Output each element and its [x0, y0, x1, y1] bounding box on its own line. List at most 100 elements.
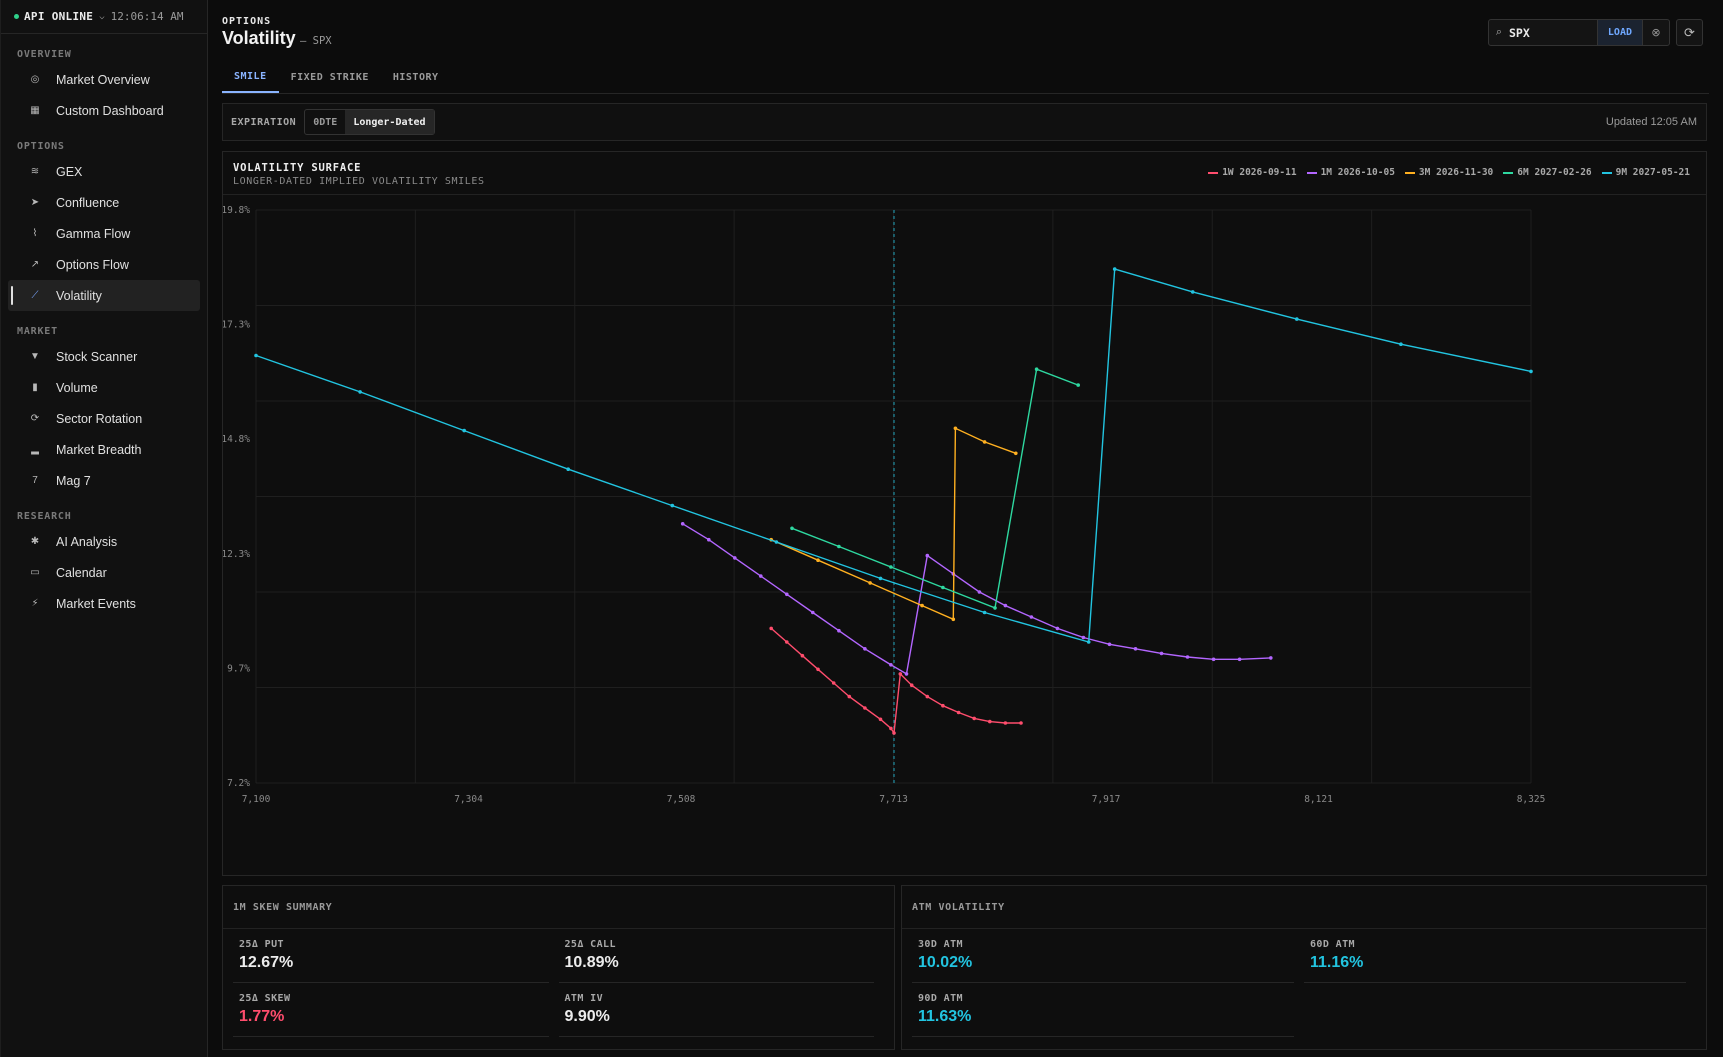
- legend-item[interactable]: 9M 2027-05-21: [1601, 167, 1690, 178]
- y-tick-label: 17.3%: [223, 320, 250, 331]
- sidebar-item-calendar[interactable]: ▭ Calendar: [8, 557, 200, 588]
- sidebar-item-market-overview[interactable]: ◎ Market Overview: [8, 64, 200, 95]
- series-1w-point: [831, 681, 836, 685]
- api-status-label: API ONLINE: [24, 10, 94, 23]
- metric-value: 10.02%: [918, 954, 973, 971]
- x-tick-label: 7,508: [667, 794, 696, 805]
- series-6m-point: [889, 565, 893, 569]
- sidebar-item-volume[interactable]: ▮ Volume: [8, 372, 200, 403]
- metric-label: 60D ATM: [1310, 939, 1355, 950]
- series-1m-point: [904, 672, 909, 676]
- tab-history[interactable]: HISTORY: [392, 72, 439, 83]
- tab-fixed-strike[interactable]: FIXED STRIKE: [290, 72, 369, 83]
- volatility-chart[interactable]: 19.8% 17.3% 14.8% 12.3% 9.7% 7.2% 7,100 7,304 7,…: [223, 195, 1708, 876]
- series-1m-point: [889, 663, 893, 667]
- clock-time: 12:06:14 AM: [110, 10, 184, 23]
- sidebar-item-volatility[interactable]: ⟋ Volatility: [8, 280, 200, 311]
- api-status[interactable]: API ONLINE ⌵ 12:06:14 AM: [1, 0, 207, 34]
- series-9m-point: [462, 428, 466, 433]
- series-1w-point: [878, 717, 883, 722]
- status-dot-icon: [14, 14, 19, 19]
- sidebar-item-market-breadth[interactable]: ▂ Market Breadth: [8, 434, 200, 465]
- sidebar-item-label: Confluence: [56, 195, 120, 210]
- metric-25-call: 25Δ CALL 10.89%: [558, 929, 874, 983]
- series-9m-point: [1112, 267, 1117, 271]
- series-1m-point: [680, 522, 685, 526]
- activity-icon: ⌇: [32, 228, 38, 239]
- nav-section-title: MARKET: [17, 326, 58, 337]
- load-button[interactable]: LOAD: [1596, 20, 1642, 45]
- page-subtitle: — SPX: [300, 35, 332, 47]
- sidebar-item-sector-rotation[interactable]: ⟳ Sector Rotation: [8, 403, 200, 434]
- series-1m-point: [733, 556, 737, 560]
- series-1m-point: [1211, 657, 1216, 662]
- series-9m-point: [254, 353, 258, 358]
- sidebar-item-confluence[interactable]: ➤ Confluence: [8, 187, 200, 218]
- series-1m-point: [863, 647, 867, 651]
- series-9m-point: [878, 576, 883, 581]
- expiration-label: EXPIRATION: [231, 116, 297, 128]
- series-1m-point: [1081, 635, 1086, 640]
- series-9m-point: [566, 467, 570, 472]
- metric-label: 25Δ SKEW: [239, 993, 291, 1004]
- atm-volatility-title: ATM VOLATILITY: [902, 886, 1706, 929]
- bar-chart-icon: ▮: [32, 382, 38, 393]
- grid-icon: ▦: [30, 105, 40, 116]
- filter-icon: ▼: [30, 351, 40, 362]
- metric-value: 1.77%: [239, 1008, 285, 1025]
- chevron-down-icon[interactable]: ⌵: [99, 11, 105, 22]
- series-9m-point: [358, 390, 362, 394]
- legend-item[interactable]: 1M 2026-10-05: [1306, 167, 1395, 178]
- trend-icon: ↗: [30, 259, 40, 270]
- chart-legend: 1W 2026-09-11 1M 2026-10-05 3M 2026-11-30 6…: [1208, 167, 1690, 178]
- series-3m-point: [868, 581, 872, 585]
- series-1w-point: [769, 626, 773, 631]
- sidebar-item-gamma-flow[interactable]: ⌇ Gamma Flow: [8, 218, 200, 249]
- sidebar-item-options-flow[interactable]: ↗ Options Flow: [8, 249, 200, 280]
- nav-section-title: RESEARCH: [17, 511, 72, 522]
- legend-item[interactable]: 3M 2026-11-30: [1404, 167, 1493, 178]
- sidebar-item-label: Sector Rotation: [56, 411, 143, 426]
- metric-atm-iv: ATM IV 9.90%: [558, 983, 874, 1037]
- sidebar-item-label: Custom Dashboard: [56, 103, 164, 118]
- expiration-option-longer-dated[interactable]: Longer-Dated: [345, 110, 434, 134]
- ticker-input[interactable]: SPX: [1509, 25, 1530, 40]
- sidebar-item-stock-scanner[interactable]: ▼ Stock Scanner: [8, 341, 200, 372]
- layers-icon: ≋: [30, 166, 40, 177]
- sidebar-item-custom-dashboard[interactable]: ▦ Custom Dashboard: [8, 95, 200, 126]
- sidebar-item-market-events[interactable]: ⚡ Market Events: [8, 588, 200, 619]
- sidebar: API ONLINE ⌵ 12:06:14 AM OVERVIEW ◎ Market…: [0, 0, 208, 1057]
- series-1w-point: [972, 716, 976, 721]
- series-1m-point: [1159, 651, 1164, 656]
- y-tick-label: 12.3%: [223, 549, 250, 560]
- sidebar-item-gex[interactable]: ≋ GEX: [8, 156, 200, 187]
- line-chart-icon: ⟋: [31, 290, 39, 301]
- metric-label: 25Δ CALL: [564, 939, 616, 950]
- send-icon: ➤: [30, 197, 40, 208]
- series-6m-point: [993, 606, 997, 610]
- sidebar-item-mag-7[interactable]: 7 Mag 7: [8, 465, 200, 496]
- y-tick-label: 19.8%: [223, 205, 250, 216]
- expiration-option-0dte[interactable]: 0DTE: [313, 116, 338, 128]
- metric-value: 11.63%: [918, 1008, 972, 1025]
- legend-item[interactable]: 6M 2027-02-26: [1503, 167, 1592, 178]
- sidebar-item-label: Volume: [56, 380, 98, 395]
- sidebar-item-ai-analysis[interactable]: ✱ AI Analysis: [8, 526, 200, 557]
- refresh-icon[interactable]: ⟳: [1676, 19, 1703, 46]
- series-9m-point: [1399, 342, 1403, 346]
- volatility-surface-card: VOLATILITY SURFACE LONGER-DATED IMPLIED …: [222, 151, 1707, 876]
- clear-icon[interactable]: ⊗: [1642, 20, 1669, 45]
- metric-25-skew: 25Δ SKEW 1.77%: [233, 983, 549, 1037]
- metric-label: 90D ATM: [918, 993, 963, 1004]
- nav-section-title: OPTIONS: [17, 141, 65, 152]
- series-1w-point: [863, 706, 867, 710]
- series-9m-point: [1086, 640, 1091, 644]
- tab-smile[interactable]: SMILE: [222, 62, 279, 93]
- series-1w-point: [956, 710, 961, 715]
- series-1m-point: [1237, 657, 1242, 662]
- legend-item[interactable]: 1W 2026-09-11: [1208, 167, 1297, 178]
- series-6m-line: [791, 368, 1079, 609]
- series-1m-point: [811, 610, 815, 615]
- updated-timestamp: Updated 12:05 AM: [1605, 116, 1697, 128]
- seven-icon: 7: [32, 475, 38, 486]
